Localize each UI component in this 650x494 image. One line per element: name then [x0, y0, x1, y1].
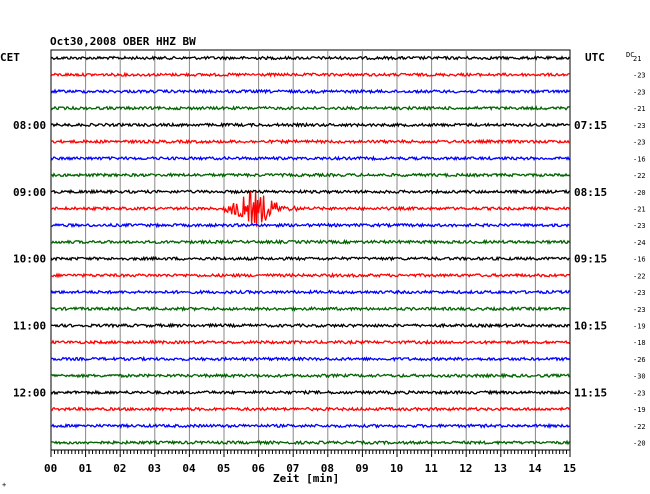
x-tick-label: 08: [321, 462, 334, 475]
dc-offset-value: -18: [633, 339, 646, 347]
dc-offset-value: -21: [633, 105, 646, 113]
dc-offset-value: -23: [633, 122, 646, 130]
x-tick-label: 01: [79, 462, 93, 475]
seismic-trace: [50, 172, 571, 179]
seismic-trace: [50, 305, 571, 312]
x-tick-label: 12: [459, 462, 472, 475]
dc-offset-value: -23: [633, 88, 646, 96]
seismic-trace: [50, 288, 571, 296]
utc-time-label: 08:15: [574, 186, 607, 199]
utc-time-label: 09:15: [574, 253, 607, 266]
cet-hour-label: 08:00: [13, 119, 46, 132]
x-tick-label: 10: [390, 462, 403, 475]
plot-grid: [50, 49, 571, 451]
seismic-trace: [50, 339, 571, 346]
seismic-trace: [50, 389, 571, 396]
seismic-trace: [50, 372, 571, 380]
utc-time-label: 07:15: [574, 119, 607, 132]
seismic-trace: [50, 422, 571, 429]
dc-offset-value: 21: [633, 55, 641, 63]
dc-offset-value: -30: [633, 373, 646, 381]
seismic-trace: [50, 255, 571, 262]
seismic-trace: [50, 188, 571, 195]
seismic-trace: [50, 121, 571, 128]
seismic-trace: [50, 439, 571, 446]
x-axis-title: Zeit [min]: [273, 472, 339, 485]
cet-hour-label: 11:00: [13, 320, 46, 333]
dc-offset-value: -24: [633, 239, 646, 247]
dc-offset-value: -16: [633, 155, 646, 163]
dc-offset-value: -23: [633, 389, 646, 397]
x-tick-label: 14: [528, 462, 542, 475]
seismic-trace: [50, 138, 571, 145]
seismic-trace: [50, 322, 571, 329]
x-axis: 00 01 02 03 04 05 06 07 08 09 10 11 12 13 14 15: [44, 449, 576, 475]
cet-hour-label: 10:00: [13, 253, 46, 266]
seismic-trace: [50, 155, 571, 162]
cet-hour-label: 12:00: [13, 386, 46, 399]
dc-offset-value: -22: [633, 272, 646, 280]
dc-offset-value: -21: [633, 205, 646, 213]
seismic-trace: [50, 88, 571, 95]
dc-offset-value: -20: [633, 189, 646, 197]
seismic-trace: [50, 71, 570, 78]
dc-header-label: DC: [626, 51, 634, 59]
x-tick-label: 11: [425, 462, 439, 475]
utc-time-label: 10:15: [574, 320, 607, 333]
utc-time-label: 11:15: [574, 386, 607, 399]
dc-offset-value: -20: [633, 440, 646, 448]
dc-offset-value: -16: [633, 256, 646, 264]
dc-offset-value: -23: [633, 306, 646, 314]
dc-offset-value: -19: [633, 406, 646, 414]
x-tick-label: 06: [252, 462, 266, 475]
x-tick-label: 15: [563, 462, 576, 475]
x-tick-label: 03: [148, 462, 161, 475]
dc-offset-value: -22: [633, 423, 646, 431]
dc-offset-value: -26: [633, 356, 646, 364]
cet-axis-label: CET: [0, 51, 20, 64]
x-tick-label: 04: [182, 462, 196, 475]
seismic-trace: [50, 272, 571, 279]
x-tick-label: 00: [44, 462, 57, 475]
seismic-trace: [50, 190, 571, 227]
chart-title: Oct30,2008 OBER HHZ BW: [50, 35, 196, 48]
seismic-trace: [50, 55, 571, 61]
seismic-trace: [50, 238, 571, 245]
x-tick-label: 07: [286, 462, 299, 475]
time-labels: 08:00 09:00 10:00 11:00 12:00 07:15 08:15 09:15…: [13, 55, 646, 448]
dc-offset-value: -23: [633, 139, 646, 147]
plot-frame: [50, 49, 571, 451]
seismic-trace: [50, 105, 571, 111]
seismic-traces: [50, 55, 571, 446]
dc-offset-value: -23: [633, 289, 646, 297]
utc-axis-label: UTC: [585, 51, 605, 64]
dc-offset-value: -23: [633, 222, 646, 230]
seismic-trace: [50, 406, 571, 413]
seismic-trace: [51, 222, 571, 229]
seismic-trace: [50, 355, 571, 363]
footer-mark: +: [2, 481, 6, 489]
cet-hour-label: 09:00: [13, 186, 46, 199]
x-tick-label: 02: [113, 462, 126, 475]
x-tick-label: 05: [217, 462, 230, 475]
dc-offset-value: -19: [633, 323, 646, 331]
x-tick-label: 13: [494, 462, 507, 475]
dc-offset-value: -23: [633, 72, 646, 80]
dc-offset-value: -22: [633, 172, 646, 180]
x-tick-label: 09: [355, 462, 368, 475]
